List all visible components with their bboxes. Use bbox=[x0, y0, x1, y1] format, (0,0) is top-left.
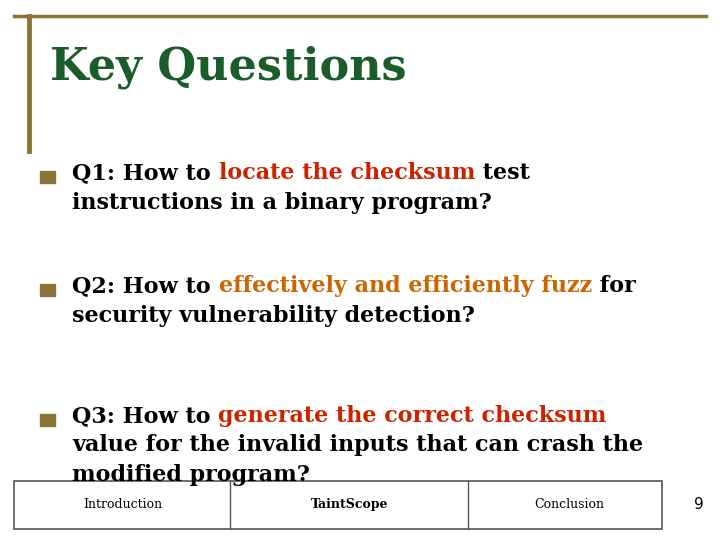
Text: Q1: How to: Q1: How to bbox=[72, 162, 218, 184]
Text: TaintScope: TaintScope bbox=[310, 498, 388, 511]
Text: value for the invalid inputs that can crash the: value for the invalid inputs that can cr… bbox=[72, 435, 643, 456]
Text: security vulnerability detection?: security vulnerability detection? bbox=[72, 305, 475, 327]
Text: Conclusion: Conclusion bbox=[534, 498, 604, 511]
Text: locate the checksum: locate the checksum bbox=[218, 162, 475, 184]
Text: Key Questions: Key Questions bbox=[50, 46, 407, 89]
Text: modified program?: modified program? bbox=[72, 464, 310, 486]
Text: instructions in a binary program?: instructions in a binary program? bbox=[72, 192, 492, 213]
FancyBboxPatch shape bbox=[14, 481, 662, 529]
Bar bbox=[40, 414, 55, 426]
Text: for: for bbox=[592, 275, 636, 297]
Text: Introduction: Introduction bbox=[83, 498, 162, 511]
Text: 9: 9 bbox=[693, 497, 703, 512]
Text: generate the correct checksum: generate the correct checksum bbox=[218, 405, 607, 427]
Text: test: test bbox=[475, 162, 530, 184]
Text: effectively and efficiently fuzz: effectively and efficiently fuzz bbox=[218, 275, 592, 297]
Text: Q3: How to: Q3: How to bbox=[72, 405, 218, 427]
Text: Q2: How to: Q2: How to bbox=[72, 275, 218, 297]
Bar bbox=[40, 171, 55, 183]
Bar bbox=[40, 284, 55, 296]
